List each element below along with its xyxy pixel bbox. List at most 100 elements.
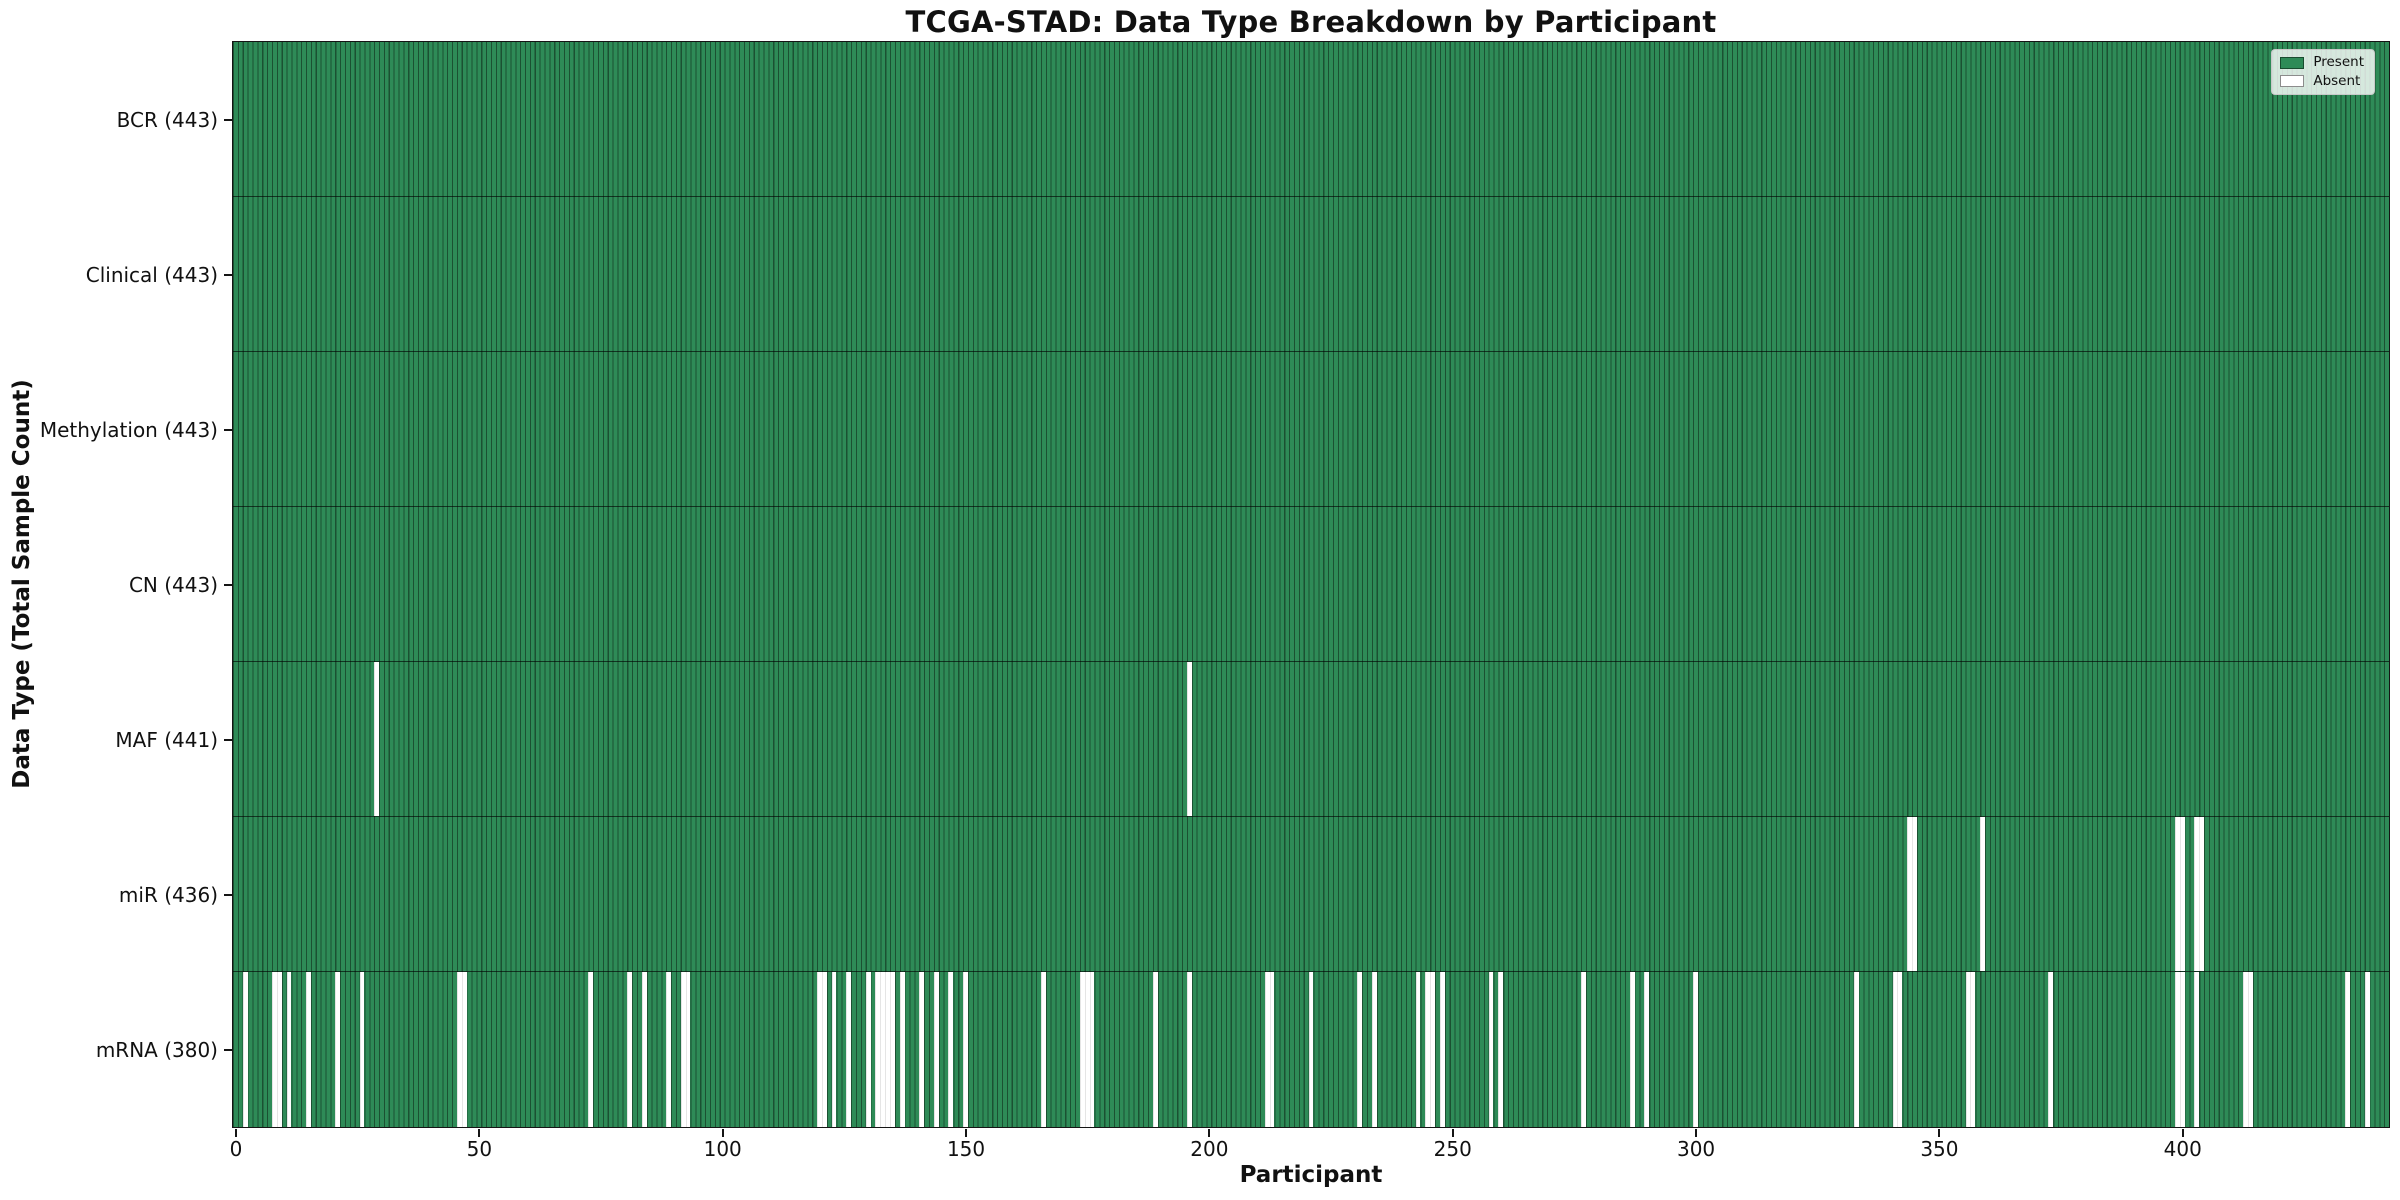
absent-bar-mRNA-144 — [933, 972, 939, 1127]
absent-bar-mRNA-231 — [1357, 972, 1363, 1127]
ytick-label-Clinical: Clinical (443) — [85, 263, 218, 288]
absent-bar-mRNA-357 — [1970, 972, 1976, 1127]
ytick-mark-mRNA — [224, 1049, 232, 1052]
xtick-label-0: 0 — [229, 1137, 243, 1161]
legend-label-present: Present — [2313, 54, 2364, 70]
absent-bar-mRNA-81 — [627, 972, 633, 1127]
xtick-mark-400 — [2181, 1128, 2184, 1137]
absent-bar-mRNA-438 — [2364, 972, 2370, 1127]
absent-bar-mRNA-196 — [1186, 972, 1192, 1127]
xtick-mark-50 — [478, 1128, 481, 1137]
xtick-label-200: 200 — [1190, 1137, 1229, 1161]
absent-bar-mRNA-300 — [1693, 972, 1698, 1127]
absent-bar-miR-400 — [2179, 817, 2185, 971]
absent-bar-mRNA-399 — [2174, 972, 2180, 1127]
row-CN — [233, 507, 2389, 662]
absent-bar-mRNA-21 — [335, 972, 341, 1127]
ytick-label-miR: miR (436) — [118, 883, 218, 908]
ytick-mark-CN — [224, 584, 232, 587]
xtick-label-350: 350 — [1920, 1137, 1959, 1161]
xtick-mark-300 — [1695, 1128, 1698, 1137]
present-swatch-icon — [2280, 56, 2305, 69]
row-Methylation — [233, 352, 2389, 507]
absent-bar-mRNA-73 — [588, 972, 594, 1127]
ytick-label-BCR: BCR (443) — [116, 108, 218, 133]
absent-bar-mRNA-84 — [641, 972, 647, 1127]
absent-bar-mRNA-174 — [1079, 972, 1085, 1127]
absent-bar-mRNA-121 — [821, 972, 827, 1127]
ytick-label-Methylation: Methylation (443) — [39, 418, 218, 443]
absent-bar-mRNA-120 — [817, 972, 822, 1127]
absent-bar-MAF-29 — [374, 662, 379, 816]
absent-bar-mRNA-400 — [2179, 972, 2185, 1127]
absent-bar-miR-404 — [2199, 817, 2205, 971]
absent-bar-mRNA-9 — [276, 972, 282, 1127]
ytick-mark-MAF — [224, 739, 232, 742]
absent-bar-mRNA-403 — [2194, 972, 2200, 1127]
absent-bar-miR-345 — [1912, 817, 1917, 971]
absent-bar-mRNA-213 — [1269, 972, 1275, 1127]
absent-bar-mRNA-234 — [1371, 972, 1377, 1127]
absent-bar-mRNA-46 — [456, 972, 462, 1127]
xtick-mark-100 — [721, 1128, 724, 1137]
absent-bar-miR-344 — [1907, 817, 1913, 971]
row-Clinical — [233, 197, 2389, 352]
absent-bar-mRNA-287 — [1629, 972, 1635, 1127]
absent-bar-mRNA-135 — [890, 972, 895, 1127]
absent-bar-mRNA-260 — [1498, 972, 1504, 1127]
absent-bar-mRNA-2 — [242, 972, 248, 1127]
legend-entry-present: Present — [2280, 54, 2364, 70]
absent-bar-mRNA-133 — [880, 972, 886, 1127]
absent-bar-mRNA-126 — [846, 972, 852, 1127]
absent-bar-mRNA-245 — [1425, 972, 1431, 1127]
absent-bar-mRNA-92 — [680, 972, 686, 1127]
absent-bar-mRNA-246 — [1430, 972, 1436, 1127]
absent-bar-mRNA-134 — [885, 972, 890, 1127]
absent-bar-mRNA-175 — [1084, 972, 1090, 1127]
absent-bar-mRNA-132 — [875, 972, 881, 1127]
absent-bar-mRNA-342 — [1897, 972, 1903, 1127]
absent-bar-mRNA-434 — [2345, 972, 2351, 1127]
absent-bar-mRNA-123 — [831, 972, 837, 1127]
xtick-mark-350 — [1938, 1128, 1941, 1137]
xtick-mark-150 — [965, 1128, 968, 1137]
chart-title: TCGA-STAD: Data Type Breakdown by Partic… — [905, 5, 1717, 39]
absent-bar-mRNA-341 — [1892, 972, 1898, 1127]
legend-label-absent: Absent — [2313, 72, 2361, 89]
absent-bar-mRNA-258 — [1488, 972, 1494, 1127]
ytick-label-MAF: MAF (441) — [115, 728, 218, 753]
ytick-mark-Clinical — [224, 274, 232, 277]
xtick-mark-0 — [235, 1128, 238, 1137]
absent-bar-mRNA-137 — [899, 972, 905, 1127]
absent-bar-mRNA-147 — [948, 972, 954, 1127]
absent-bar-mRNA-93 — [685, 972, 691, 1127]
absent-swatch-icon — [2280, 75, 2305, 88]
xtick-mark-200 — [1208, 1128, 1211, 1137]
absent-bar-mRNA-414 — [2247, 972, 2253, 1127]
absent-bar-mRNA-47 — [461, 972, 467, 1127]
xtick-label-300: 300 — [1676, 1137, 1716, 1161]
absent-bar-mRNA-373 — [2048, 972, 2054, 1127]
absent-bar-miR-399 — [2174, 817, 2180, 971]
absent-bar-mRNA-141 — [919, 972, 925, 1127]
absent-bar-mRNA-243 — [1415, 972, 1421, 1127]
xtick-label-100: 100 — [703, 1137, 742, 1161]
absent-bar-mRNA-290 — [1644, 972, 1650, 1127]
absent-bar-mRNA-277 — [1581, 972, 1586, 1127]
absent-bar-miR-359 — [1980, 817, 1986, 971]
absent-bar-mRNA-8 — [271, 972, 277, 1127]
absent-bar-mRNA-212 — [1264, 972, 1270, 1127]
absent-bar-mRNA-11 — [286, 972, 292, 1127]
xtick-label-400: 400 — [2163, 1137, 2202, 1161]
absent-bar-mRNA-166 — [1040, 972, 1046, 1127]
absent-bar-MAF-196 — [1186, 662, 1192, 816]
ytick-label-mRNA: mRNA (380) — [95, 1038, 218, 1063]
xtick-label-250: 250 — [1433, 1137, 1472, 1161]
legend-entry-absent: Absent — [2280, 72, 2364, 89]
xtick-label-50: 50 — [466, 1137, 493, 1161]
absent-bar-miR-403 — [2194, 817, 2200, 971]
ytick-label-CN: CN (443) — [128, 573, 218, 598]
absent-bar-mRNA-15 — [306, 972, 311, 1127]
plot-area: Present Absent — [232, 41, 2390, 1128]
